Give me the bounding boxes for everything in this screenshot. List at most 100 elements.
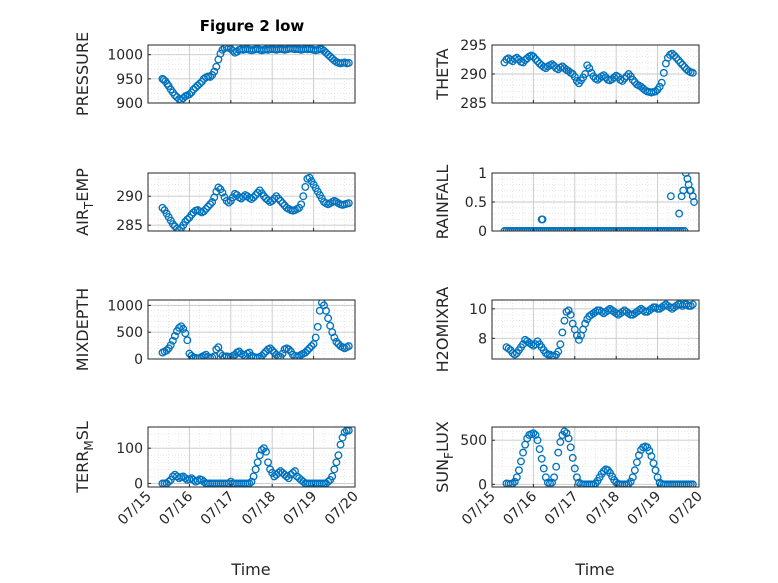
data-point	[566, 310, 575, 319]
data-point	[632, 458, 641, 467]
data-point	[170, 91, 179, 100]
data-point	[688, 300, 697, 309]
subplot-terr: 0 100 07/15 07/16 07/17 07/18 07/19 07/20 TERRMS…	[73, 421, 362, 528]
data-point	[599, 71, 608, 80]
data-point	[249, 193, 258, 202]
data-point	[266, 344, 275, 353]
data-point	[259, 349, 268, 358]
data-point	[206, 72, 215, 81]
data-point	[670, 51, 679, 60]
y-tick-label: 500	[116, 325, 143, 341]
data-point	[510, 477, 519, 486]
data-point	[303, 346, 312, 355]
data-point	[657, 78, 666, 87]
y-tick-label: 290	[460, 67, 487, 83]
y-tick-label: 1	[478, 166, 487, 182]
y-tick-label: 500	[460, 433, 487, 449]
data-point	[550, 352, 559, 359]
y-tick-label: 0	[478, 477, 487, 493]
data-point	[179, 325, 188, 333]
data-point	[531, 54, 540, 63]
data-point	[626, 477, 635, 486]
subplot-theta: 285 290 295 THETA	[433, 38, 700, 112]
data-point	[655, 82, 664, 91]
y-tick-label: 10	[469, 302, 487, 318]
data-series	[502, 427, 697, 487]
axes-frame	[147, 299, 356, 360]
data-point	[675, 209, 684, 218]
data-point	[193, 81, 202, 90]
data-point	[622, 72, 631, 81]
data-point	[301, 348, 310, 357]
data-point	[177, 96, 186, 103]
x-tick-label: 07/20	[666, 489, 706, 529]
x-tick-label: 07/20	[322, 489, 362, 529]
data-point	[264, 458, 273, 467]
data-point	[262, 447, 270, 456]
data-point	[206, 200, 215, 209]
subplot-h2omixra: 8 10 H2OMIXRA	[433, 287, 700, 372]
y-tick-label: 1000	[107, 48, 143, 64]
x-tick-label: 07/17	[198, 489, 238, 529]
data-point	[274, 351, 283, 359]
data-point	[307, 342, 316, 351]
data-point	[249, 472, 258, 481]
x-tick-label: 07/18	[239, 489, 279, 529]
data-point	[659, 68, 668, 77]
data-point	[330, 333, 339, 342]
data-point	[226, 45, 235, 53]
data-point	[195, 79, 204, 88]
data-point	[688, 68, 697, 77]
y-tick-label: 0	[478, 224, 487, 240]
data-point	[324, 314, 333, 323]
data-point	[649, 459, 658, 468]
data-point	[344, 199, 353, 208]
data-point	[278, 349, 287, 358]
data-point	[297, 200, 306, 209]
y-axis-label: RAINFALL	[433, 165, 452, 240]
data-point	[688, 480, 697, 487]
data-series	[158, 300, 353, 359]
data-point	[676, 58, 685, 67]
data-point	[574, 335, 583, 344]
data-point	[537, 454, 546, 463]
data-point	[510, 350, 519, 359]
data-point	[618, 77, 627, 85]
data-point	[328, 472, 337, 481]
subplot-air: 285 290 AIRTEMP	[73, 168, 356, 236]
data-point	[570, 72, 579, 81]
data-point	[647, 452, 656, 461]
data-point	[332, 337, 341, 346]
y-tick-label: 8	[478, 331, 487, 347]
data-point	[585, 64, 594, 73]
data-point	[181, 329, 190, 338]
data-point	[257, 351, 266, 359]
data-point	[628, 473, 637, 482]
data-point	[208, 198, 217, 206]
data-point	[175, 225, 183, 231]
data-point	[224, 198, 233, 207]
data-point	[253, 458, 262, 467]
data-point	[340, 428, 349, 437]
data-point	[624, 70, 633, 78]
data-point	[214, 183, 223, 192]
x-axis-label-right: Time	[574, 560, 614, 579]
data-point	[541, 349, 550, 358]
x-tick-label: 07/19	[281, 489, 321, 529]
data-point	[170, 331, 179, 340]
data-point	[276, 196, 285, 205]
data-point	[344, 58, 353, 67]
data-point	[282, 472, 291, 481]
data-point	[508, 349, 517, 358]
data-point	[558, 328, 567, 337]
data-point	[204, 202, 212, 211]
data-series	[500, 49, 697, 97]
data-point	[212, 62, 221, 71]
y-tick-label: 295	[460, 38, 487, 54]
data-point	[554, 347, 563, 356]
data-point	[210, 352, 219, 359]
data-point	[539, 464, 548, 473]
data-point	[651, 87, 660, 96]
x-tick-label: 07/17	[542, 489, 582, 529]
